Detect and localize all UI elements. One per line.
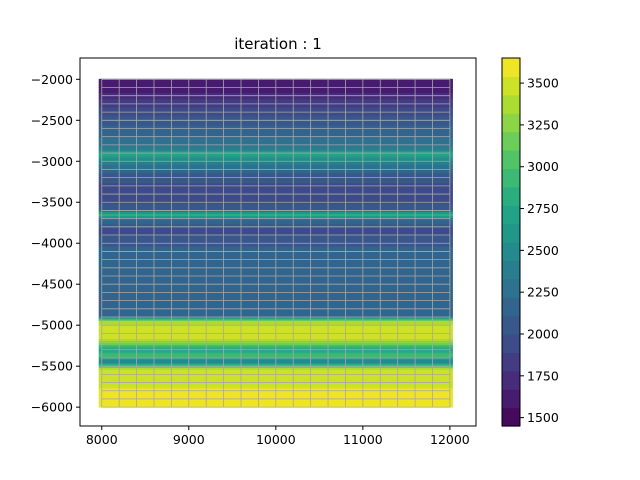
colorbar-segment [502,223,520,243]
colorbar-tick-label: 3000 [527,159,559,174]
x-tick-label: 10000 [256,432,296,447]
colorbar-frame [501,57,521,427]
colorbar-tick-label: 1500 [527,410,559,425]
x-tick-label: 9000 [173,432,205,447]
colorbar-segment [502,297,520,317]
y-axis: −2000 −2500 −3000 −3500 −4000 −4500 −5000 −5500… [31,72,80,415]
colorbar-segment [502,260,520,280]
colorbar-segment [502,370,520,390]
y-tick-label: −4000 [31,236,73,251]
colorbar-segment [502,113,520,133]
colorbar-segment [502,150,520,169]
y-tick-label: −5000 [31,318,73,333]
colorbar-segment [502,186,520,206]
mesh-grid [101,78,451,408]
colorbar-segment [502,407,520,427]
colorbar-tick-label: 2500 [527,243,559,258]
y-tick-label: −6000 [31,400,73,415]
y-tick-label: −3000 [31,154,73,169]
colorbar-segment [502,315,520,335]
chart-title: iteration : 1 [234,35,322,53]
colorbar [501,57,521,427]
y-tick-label: −5500 [31,359,73,374]
colorbar-segment [502,168,520,188]
plot-frame [79,57,477,427]
plot-area [98,78,453,408]
colorbar-segment [502,58,520,77]
colorbar-tick-label: 2750 [527,201,559,216]
y-tick-label: −2000 [31,72,73,87]
y-tick-label: −4500 [31,277,73,292]
colorbar-segment [502,242,520,261]
y-tick-label: −3500 [31,195,73,210]
colorbar-segment [502,352,520,372]
colorbar-segment [502,205,520,225]
colorbar-tick-label: 2250 [527,285,559,300]
colorbar-tick-label: 3250 [527,117,559,132]
colorbar-tick-label: 3500 [527,76,559,91]
x-tick-label: 8000 [86,432,118,447]
x-axis: 8000 9000 10000 11000 12000 [86,426,470,447]
colorbar-axis: 1500 1750 2000 2250 2500 2750 3000 3250 3500 [520,76,559,425]
colorbar-segment [502,334,520,353]
y-tick-label: −2500 [31,113,73,128]
x-tick-label: 12000 [430,432,470,447]
colorbar-tick-label: 1750 [527,368,559,383]
colorbar-tick-label: 2000 [527,327,559,342]
colorbar-segment [502,131,520,151]
x-tick-label: 11000 [343,432,383,447]
colorbar-segment [502,94,520,114]
colorbar-segment [502,76,520,96]
colorbar-segment [502,278,520,298]
colorbar-segment [502,389,520,409]
